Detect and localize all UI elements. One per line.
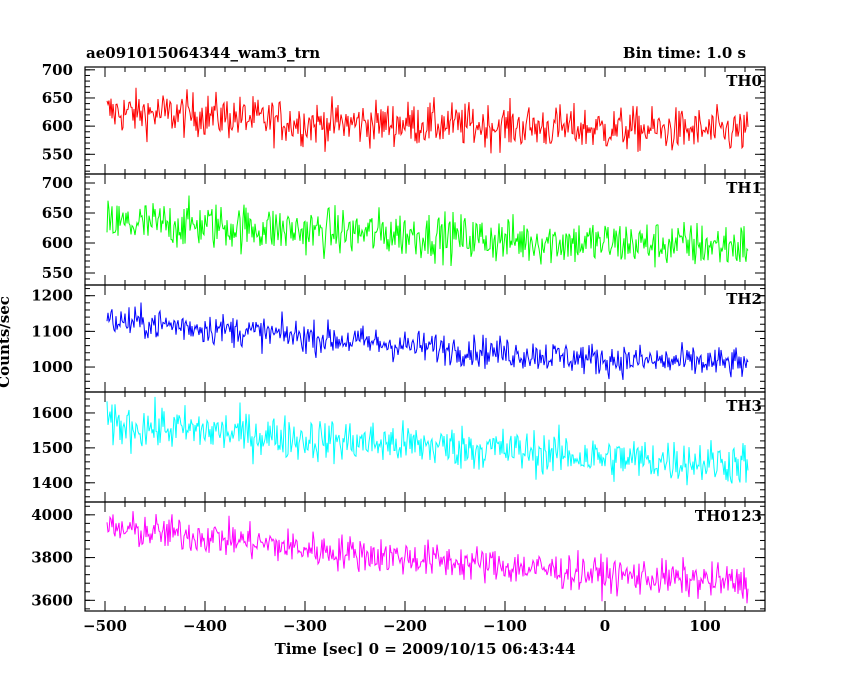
panel-frame bbox=[84, 391, 766, 503]
y-tick-label: 550 bbox=[42, 264, 73, 282]
y-tick-label: 1100 bbox=[31, 322, 73, 340]
panel-th3: 1400 1500 1600 TH3 bbox=[31, 391, 766, 503]
panel-label: TH1 bbox=[726, 179, 762, 197]
x-axis: −500 −400 −300 −200 −100 0 100 bbox=[83, 617, 721, 635]
x-tick-label: −200 bbox=[383, 617, 427, 635]
x-tick-label: 100 bbox=[689, 617, 720, 635]
y-tick-label: 3800 bbox=[31, 549, 73, 567]
y-tick-label: 650 bbox=[42, 89, 73, 107]
chart-title: ae091015064344_wam3_trn bbox=[86, 44, 321, 62]
x-tick-label: 0 bbox=[600, 617, 610, 635]
series-th2 bbox=[106, 302, 749, 380]
panel-th2: 1000 1100 1200 TH2 bbox=[31, 284, 766, 393]
panel-frame bbox=[84, 66, 766, 175]
y-tick-label: 600 bbox=[42, 234, 73, 252]
panel-frame bbox=[84, 173, 766, 286]
y-tick-label: 1600 bbox=[31, 404, 73, 422]
series-th0123 bbox=[106, 511, 749, 604]
panel-label: TH3 bbox=[726, 397, 762, 415]
y-tick-label: 700 bbox=[42, 174, 73, 192]
series-th3 bbox=[106, 396, 749, 486]
y-tick-label: 1400 bbox=[31, 474, 73, 492]
y-tick-label: 3600 bbox=[31, 591, 73, 609]
y-tick-label: 1200 bbox=[31, 287, 73, 305]
x-tick-label: −400 bbox=[183, 617, 227, 635]
x-tick-label: −500 bbox=[83, 617, 127, 635]
series-th0 bbox=[106, 87, 749, 154]
x-tick-label: −300 bbox=[283, 617, 327, 635]
panel-th0: 550 600 650 700 TH0 bbox=[42, 61, 766, 175]
panel-label: TH0123 bbox=[695, 507, 762, 525]
panel-th0123: 3600 3800 4000 TH0123 bbox=[31, 501, 766, 612]
y-tick-label: 700 bbox=[42, 61, 73, 79]
x-axis-label: Time [sec] 0 = 2009/10/15 06:43:44 bbox=[275, 640, 576, 658]
x-tick-label: −100 bbox=[483, 617, 527, 635]
panel-label: TH2 bbox=[726, 290, 762, 308]
y-tick-label: 4000 bbox=[31, 506, 73, 524]
bin-time-label: Bin time: 1.0 s bbox=[622, 44, 746, 62]
series-th1 bbox=[106, 195, 749, 268]
panel-frame bbox=[84, 284, 766, 393]
y-tick-label: 1000 bbox=[31, 358, 73, 376]
y-tick-label: 550 bbox=[42, 145, 73, 163]
y-tick-label: 600 bbox=[42, 117, 73, 135]
panel-th1: 550 600 650 700 TH1 bbox=[42, 173, 766, 286]
panel-label: TH0 bbox=[726, 72, 762, 90]
y-tick-label: 650 bbox=[42, 204, 73, 222]
y-tick-label: 1500 bbox=[31, 439, 73, 457]
